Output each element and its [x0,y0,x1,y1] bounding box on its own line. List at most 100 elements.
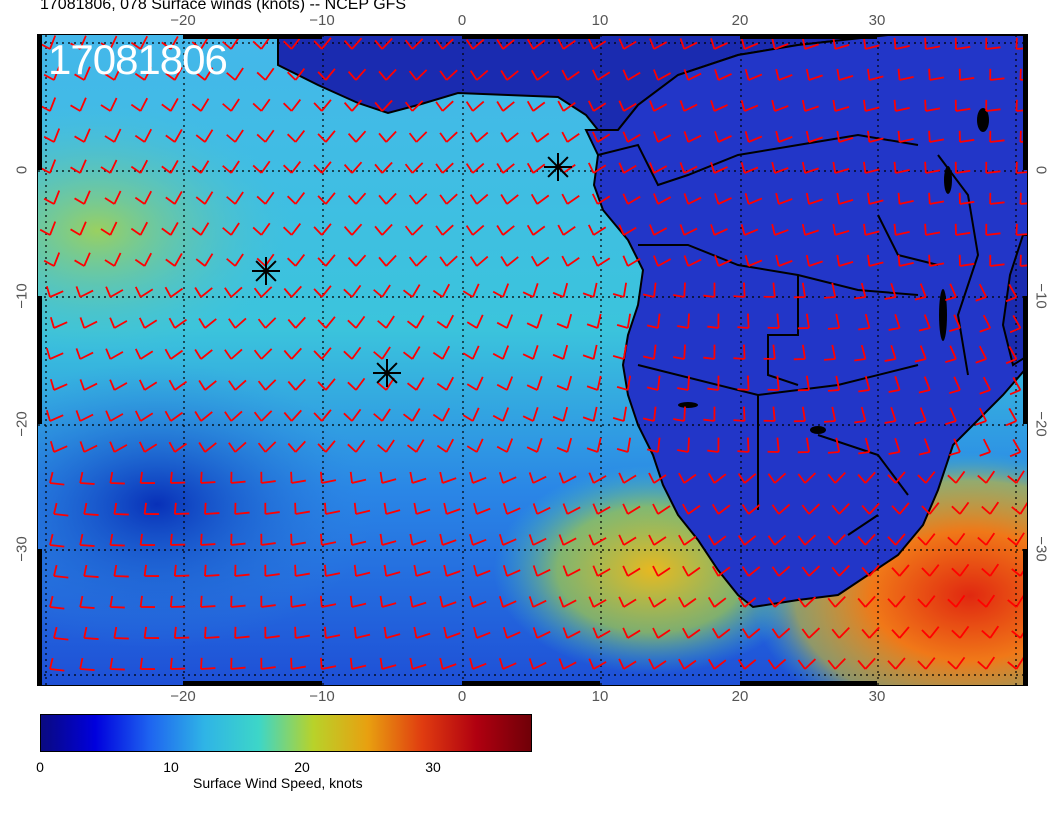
wind-barb [561,69,580,81]
wind-barb [653,255,672,267]
wind-barb [374,161,393,174]
wind-barb [836,192,854,205]
wind-barb [294,502,310,515]
wind-barb [374,223,393,236]
wind-barb [169,471,186,484]
wind-barb [383,564,401,577]
wind-barb [83,626,99,640]
wind-barb [257,379,277,391]
wind-barb [707,658,727,670]
wind-barb [49,471,65,486]
wind-barb [737,659,757,670]
lon-label-bottom: 30 [868,688,886,705]
wind-barb [832,37,850,50]
wind-barb [714,69,732,81]
wind-barb [678,596,697,608]
wind-barb [592,627,611,639]
wind-barb [134,410,154,422]
wind-barb [226,67,244,81]
wind-barb [861,564,880,577]
wind-barb [893,223,910,236]
wind-barb [234,502,250,515]
wind-barb [653,131,672,143]
wind-barb [378,254,397,267]
wind-barb [884,282,897,300]
wind-barb [823,282,837,299]
wind-barb [587,38,607,50]
wind-barb [897,68,914,81]
wind-barb [954,161,971,174]
wind-barb [43,252,61,267]
wind-barb [557,100,576,112]
wind-barb [530,255,550,267]
wind-barb [53,626,69,641]
wind-barb [134,286,154,298]
wind-barb [138,441,158,453]
wind-barb [165,128,183,143]
wind-barb [496,314,514,329]
wind-barb [109,657,125,671]
wind-barb [793,344,806,361]
wind-barb [530,69,550,81]
wind-barb [673,344,686,360]
wind-barb [981,625,1000,639]
wind-barb [711,565,731,577]
wind-barb [432,283,451,298]
wind-barb [741,504,761,515]
wind-barb [138,379,158,391]
wind-barb [204,502,220,515]
wind-barb [587,224,607,236]
wind-barb [234,564,250,577]
wind-barb [373,346,391,360]
wind-barb [222,98,240,112]
wind-barb [893,161,910,174]
wind-barb [917,471,936,484]
wind-barb [557,38,576,50]
frame-tick [740,34,877,39]
wind-barb [733,406,746,422]
wind-barb [591,131,611,143]
wind-barb [408,193,428,205]
wind-barb [586,313,602,329]
wind-barb [439,657,457,670]
wind-barb [861,502,880,515]
wind-barb [827,437,841,454]
wind-barb [224,410,243,422]
wind-barb [465,162,485,174]
wind-barb [161,159,179,174]
wind-barb [530,131,550,143]
wind-barb [282,222,302,236]
wind-barb [439,595,457,608]
wind-map[interactable] [37,34,1028,686]
wind-barb [1009,315,1022,334]
frame-tick [37,34,42,170]
wind-barb [466,376,484,391]
wind-barb [652,503,671,515]
wind-barb [100,221,118,236]
wind-barb [924,37,941,50]
wind-barb [646,313,661,329]
wind-barb [854,344,867,362]
wind-barb [378,192,397,205]
wind-barb [343,223,363,236]
wind-barb [954,223,971,236]
wind-barb [612,282,628,298]
lon-label-top: 30 [868,12,886,29]
wind-barb [827,534,846,546]
wind-barb [737,375,750,391]
wind-barb [317,378,336,391]
wind-barb [558,658,577,670]
wind-barb [83,564,99,578]
wind-barb [928,130,945,143]
wind-barb [109,317,128,329]
wind-barb [707,437,720,453]
lon-label-bottom: 10 [591,688,609,705]
wind-barb [648,534,667,546]
wind-barb [891,626,910,639]
wind-barb [591,69,611,81]
wind-barb [143,626,160,639]
wind-barb [649,224,668,236]
wind-barb [805,192,823,205]
wind-barb [290,533,306,546]
wind-barb [771,37,789,50]
